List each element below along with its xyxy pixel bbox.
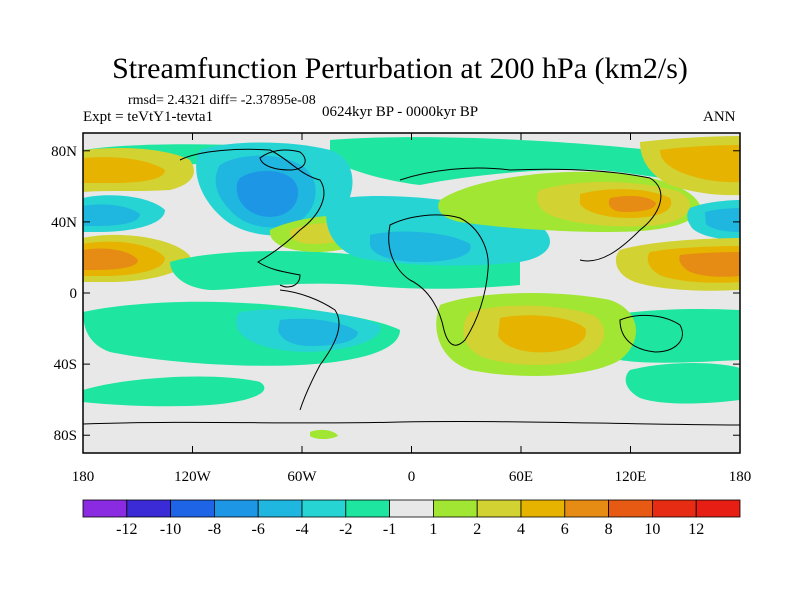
colorbar-label: -8 — [208, 521, 221, 538]
coast-greenland — [259, 149, 306, 171]
x-tick-label: 60W — [287, 469, 317, 485]
contour-na-low-inner — [236, 170, 299, 217]
colorbar-swatch — [608, 499, 653, 518]
experiment-label: Expt = teVtY1-tevta1 — [83, 109, 214, 125]
coastlines — [83, 148, 740, 426]
contour-southern-east-green — [625, 363, 740, 404]
period-label: 0624kyr BP - 0000kyr BP — [322, 104, 479, 120]
colorbar-swatch — [564, 499, 609, 518]
x-tick-label: 120E — [615, 469, 647, 485]
colorbar-swatch — [389, 499, 434, 518]
colorbar-labels: -12 -10 -8 -6 -4 -2 -1 1 2 4 6 8 10 12 — [116, 521, 704, 538]
rmsd-diff-stats: rmsd= 2.4321 diff= -2.37895e-08 — [128, 93, 316, 108]
contour-wpac-low-inner — [705, 208, 740, 232]
y-tick-label: 40S — [54, 357, 77, 373]
x-tick-label: 0 — [408, 469, 416, 485]
colorbar-swatch — [213, 499, 259, 518]
colorbar-swatch — [257, 499, 303, 518]
contour-npac-sub-core — [83, 248, 138, 270]
contour-band-eurasia-green — [330, 137, 740, 190]
colorbar-swatch — [82, 499, 128, 518]
x-axis: 180 120W 60W 0 60E 120E 180 — [72, 133, 752, 485]
colorbar-swatch — [652, 499, 697, 518]
colorbar-swatch — [476, 499, 522, 518]
contour-southern-green — [83, 376, 265, 407]
contour-npac-low-inner — [83, 204, 140, 226]
colorbar-swatch — [301, 499, 347, 518]
colorbar-swatch — [695, 499, 741, 518]
y-axis: 80N 40N 0 40S 80S — [51, 144, 740, 444]
colorbar-label: 10 — [644, 521, 660, 538]
colorbar-label: -6 — [252, 521, 265, 538]
colorbar-label: -2 — [339, 521, 352, 538]
colorbar-label: 8 — [605, 521, 613, 538]
colorbar-swatch — [432, 499, 478, 518]
coast-antarctica — [83, 420, 740, 426]
x-tick-label: 180 — [729, 469, 752, 485]
y-tick-label: 80N — [51, 144, 77, 160]
x-tick-label: 180 — [72, 469, 95, 485]
contour-wpac-high-core — [679, 252, 740, 277]
colorbar-swatch — [126, 499, 172, 518]
contour-field — [83, 133, 740, 453]
coast-australia — [619, 315, 683, 353]
contour-ne-high-orange — [660, 145, 740, 183]
contour-npac-orange — [83, 157, 165, 183]
colorbar-swatch — [170, 499, 215, 518]
contour-eurasia-high-core — [608, 195, 656, 212]
colorbar-swatch — [345, 499, 390, 518]
y-tick-label: 80S — [54, 428, 77, 444]
colorbar-label: 6 — [561, 521, 569, 538]
colorbar — [82, 499, 741, 518]
contour-spac-low-inner — [278, 318, 358, 346]
x-tick-label: 120W — [174, 469, 212, 485]
colorbar-swatch — [520, 499, 566, 518]
contour-sio-high-orange — [498, 315, 586, 353]
y-tick-label: 40N — [51, 215, 77, 231]
colorbar-label: -12 — [116, 521, 137, 538]
colorbar-label: 2 — [473, 521, 481, 538]
contour-antarctic-patch — [310, 429, 338, 439]
chart-title: Streamfunction Perturbation at 200 hPa (… — [112, 52, 688, 85]
x-tick-label: 60E — [509, 469, 533, 485]
coast-africa — [388, 214, 489, 346]
colorbar-label: 4 — [517, 521, 525, 538]
coast-north-america — [179, 148, 325, 288]
colorbar-label: -4 — [295, 521, 308, 538]
contour-africa-low-inner — [370, 231, 471, 262]
colorbar-label: -1 — [383, 521, 396, 538]
colorbar-label: 1 — [429, 521, 437, 538]
colorbar-label: 12 — [688, 521, 704, 538]
colorbar-label: -10 — [160, 521, 181, 538]
season-label: ANN — [703, 109, 736, 125]
y-tick-label: 0 — [70, 286, 78, 302]
coast-eurasia — [399, 167, 662, 262]
coast-south-america — [279, 289, 340, 411]
